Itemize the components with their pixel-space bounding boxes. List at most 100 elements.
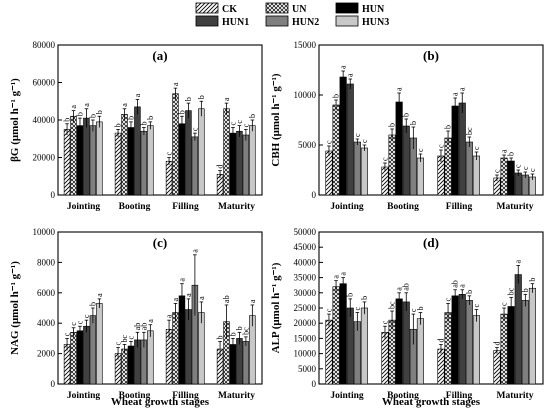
legend-label-un: UN	[292, 4, 307, 15]
plot-frame-c	[57, 231, 263, 385]
significance-label: c	[472, 146, 481, 150]
significance-label: a	[197, 296, 206, 300]
bar-hun1-booting	[134, 106, 141, 196]
bar-hun2-jointing	[89, 315, 97, 385]
x-tick-label-filling: Filling	[446, 391, 473, 401]
legend-swatch-hun1	[195, 15, 219, 27]
significance-label: a	[120, 103, 129, 107]
bar-hun1-booting	[402, 301, 410, 385]
bar-hun3-jointing	[96, 303, 103, 385]
bar-hun2-maturity	[242, 134, 250, 196]
bar-hun-booting	[395, 298, 403, 385]
significance-label: b	[177, 110, 186, 114]
y-tick-label: 25000	[294, 303, 317, 313]
bar-hun1-filling	[185, 110, 192, 196]
bar-hun-jointing	[76, 330, 84, 385]
legend-label-hun3: HUN3	[362, 17, 389, 28]
significance-label: c	[360, 139, 369, 143]
x-tick-label-booting: Booting	[119, 202, 151, 212]
significance-label: b	[88, 302, 97, 306]
y-tick-label: 0	[312, 379, 317, 389]
bar-un-maturity	[500, 313, 508, 385]
significance-label: a	[395, 87, 404, 91]
significance-label: ab	[451, 280, 460, 288]
x-tick-label-maturity: Maturity	[497, 391, 534, 401]
bar-ck-jointing	[325, 319, 333, 385]
significance-label: b	[388, 123, 397, 127]
significance-label: b	[184, 97, 193, 101]
y-tick-label: 20000	[294, 318, 317, 328]
y-tick-label: 40000	[33, 115, 56, 125]
bar-group-jointing: c aa b c b	[324, 272, 369, 385]
significance-label: c	[241, 123, 250, 127]
significance-label: c	[353, 133, 362, 137]
bar-un-filling	[172, 312, 179, 385]
bar-hun2-filling	[191, 136, 199, 196]
bar-hun3-booting	[416, 318, 424, 385]
significance-label: c	[492, 169, 501, 173]
legend-entry-hun3: HUN3	[335, 15, 389, 28]
bar-hun1-jointing	[83, 325, 90, 385]
bar-hun1-jointing	[83, 117, 90, 196]
y-axis-label-c: NAG (μmol h⁻¹ g⁻¹)	[9, 261, 21, 355]
significance-label: a	[458, 87, 467, 91]
bar-hun1-filling	[458, 294, 466, 385]
significance-label: a	[222, 97, 231, 101]
y-axis-label-d: ALP (μmol h⁻¹ g⁻¹)	[270, 262, 282, 353]
significance-label: b	[63, 118, 72, 122]
bar-un-booting	[388, 134, 396, 196]
bar-un-jointing	[70, 332, 77, 385]
significance-label: c	[409, 308, 418, 312]
y-tick-label: 60000	[33, 78, 56, 88]
significance-label: d	[492, 342, 501, 346]
x-tick-label-jointing: Jointing	[330, 202, 364, 212]
plot-frame-b	[318, 44, 544, 196]
panel-title-d: (d)	[423, 235, 439, 250]
bar-hun-booting	[127, 345, 135, 385]
bar-un-filling	[172, 93, 179, 196]
legend-entry-un: UN	[265, 2, 307, 15]
x-tick-label-filling: Filling	[446, 202, 473, 212]
significance-label: c	[63, 332, 72, 336]
bar-hun2-maturity	[521, 300, 529, 385]
bar-hun2-jointing	[353, 141, 361, 196]
significance-label: d	[216, 165, 225, 169]
legend-entry-hun: HUN	[335, 2, 385, 15]
bar-hun3-filling	[198, 108, 205, 196]
significance-label: b	[235, 326, 244, 330]
significance-label: a	[146, 319, 155, 323]
bar-un-filling	[444, 312, 452, 385]
y-tick-label: 0	[51, 190, 56, 200]
significance-label: a	[248, 299, 257, 303]
significance-label: a	[171, 297, 180, 301]
bar-ck-booting	[114, 132, 122, 196]
significance-label: b	[528, 278, 537, 282]
significance-label: c	[521, 166, 530, 170]
significance-label: b	[228, 332, 237, 336]
y-tick-label: 0	[51, 379, 56, 389]
significance-label: bc	[388, 301, 397, 309]
x-tick-label-filling: Filling	[172, 202, 199, 212]
significance-label: d	[436, 338, 445, 342]
bar-hun3-filling	[472, 155, 480, 196]
significance-label: b	[146, 116, 155, 120]
panel-title-a: (a)	[152, 48, 167, 63]
significance-label: c	[190, 127, 199, 131]
legend-label-hun2: HUN2	[292, 17, 319, 28]
bar-un-jointing	[332, 104, 340, 196]
significance-label: ab	[133, 323, 142, 331]
y-tick-label: 2000	[37, 349, 56, 359]
y-tick-label: 5000	[298, 364, 317, 374]
significance-label: a	[82, 103, 91, 107]
y-tick-label: 0	[312, 190, 317, 200]
